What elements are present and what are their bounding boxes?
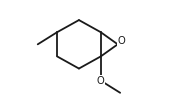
- Text: O: O: [117, 36, 125, 46]
- Text: O: O: [97, 76, 105, 86]
